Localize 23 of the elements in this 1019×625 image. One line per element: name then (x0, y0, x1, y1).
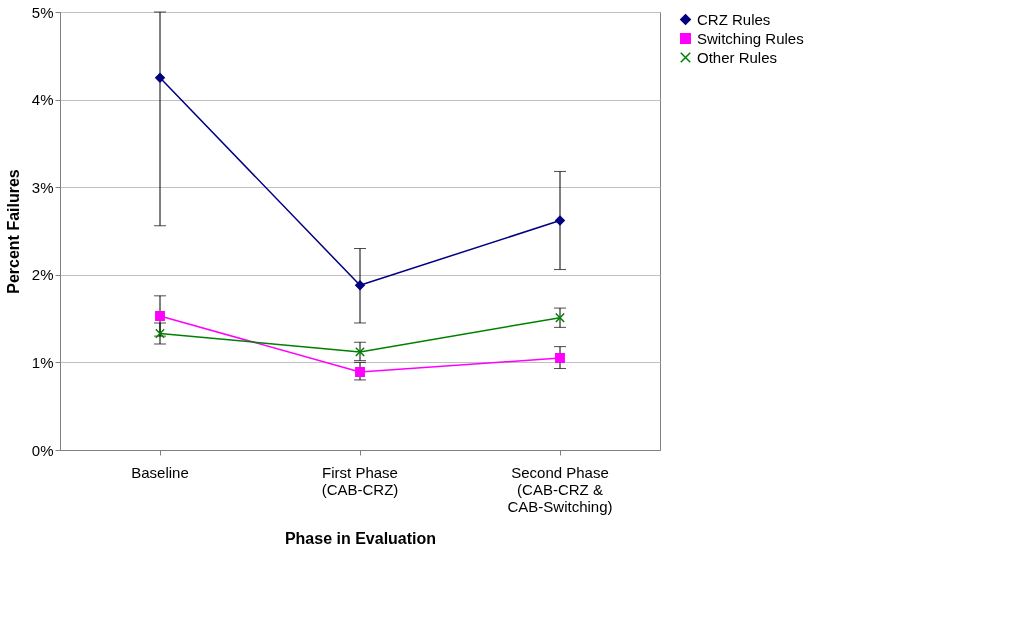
x-tick-label: Baseline (131, 463, 189, 481)
y-tick-label: 4% (31, 91, 54, 109)
x-tick-label: Second Phase (CAB-CRZ & CAB-Switching) (507, 463, 613, 515)
point (155, 311, 165, 321)
y-tick-label: 1% (31, 353, 54, 371)
y-tick-label: 0% (31, 441, 54, 459)
point (555, 215, 565, 226)
legend-label: Other Rules (697, 48, 778, 66)
point (155, 328, 165, 339)
y-tick-label: 2% (31, 266, 54, 284)
x-tick-label: First Phase (CAB-CRZ) (321, 463, 399, 498)
y-tick-label: 5% (31, 3, 54, 21)
y-tick-label: 3% (31, 178, 54, 196)
y-axis-title: Percent Failures (4, 169, 22, 294)
point (155, 72, 165, 83)
point (355, 346, 365, 357)
legend-label: Switching Rules (697, 29, 804, 47)
x-axis-title: Phase in Evaluation (284, 529, 437, 547)
legend-label: CRZ Rules (697, 10, 771, 28)
point (555, 353, 565, 363)
point (355, 280, 365, 291)
point (355, 367, 365, 377)
point (555, 312, 565, 323)
